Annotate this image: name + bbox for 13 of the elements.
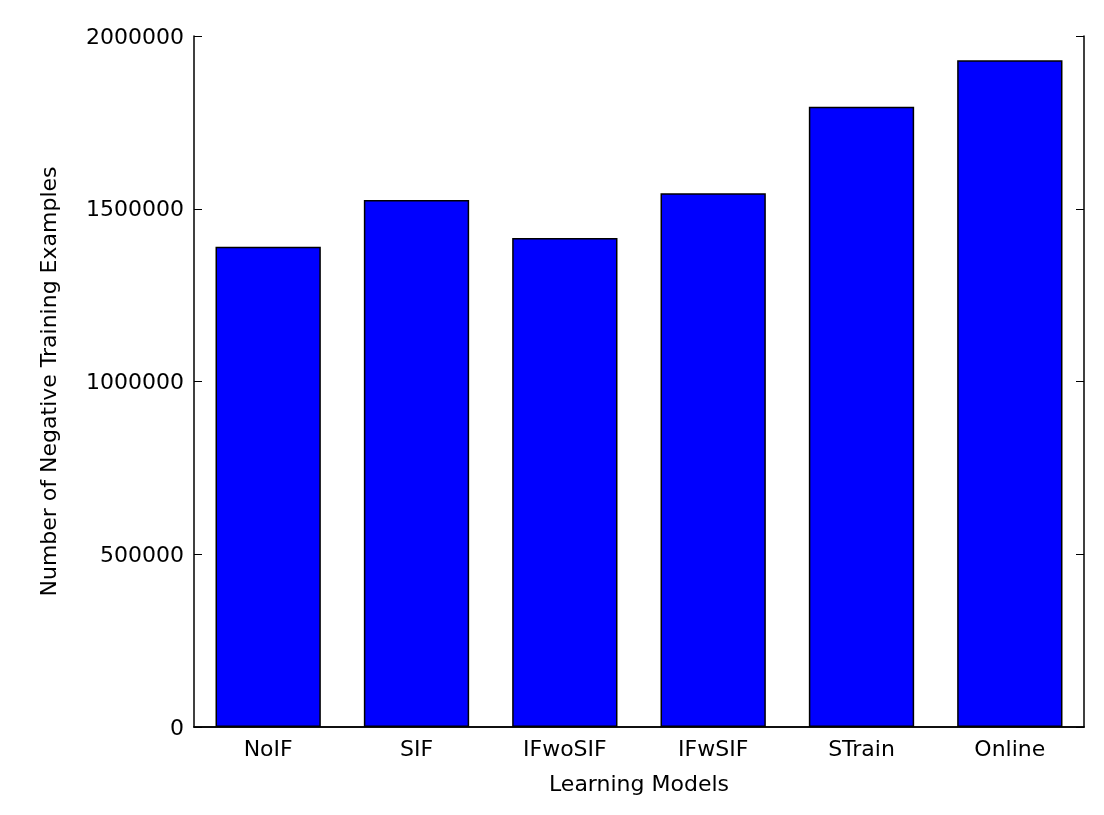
y-tick-label: 1000000 [86, 369, 184, 394]
x-tick-label: NoIF [243, 735, 293, 761]
x-axis-title: Learning Models [548, 770, 730, 796]
y-tick-label: 2000000 [86, 23, 184, 49]
x-tick-label: IFwoSIF [522, 735, 607, 761]
y-tick-label: 500000 [100, 541, 184, 567]
x-tick-label: IFwSIF [678, 735, 749, 761]
y-tick-label: 0 [170, 714, 184, 740]
y-tick-label: 1500000 [86, 196, 184, 222]
x-tick-label: SIF [399, 735, 434, 761]
x-tick-label: STrain [828, 735, 895, 761]
x-tick-label: Online [974, 735, 1046, 761]
y-axis-title: Number of Negative Training Examples [35, 166, 61, 597]
